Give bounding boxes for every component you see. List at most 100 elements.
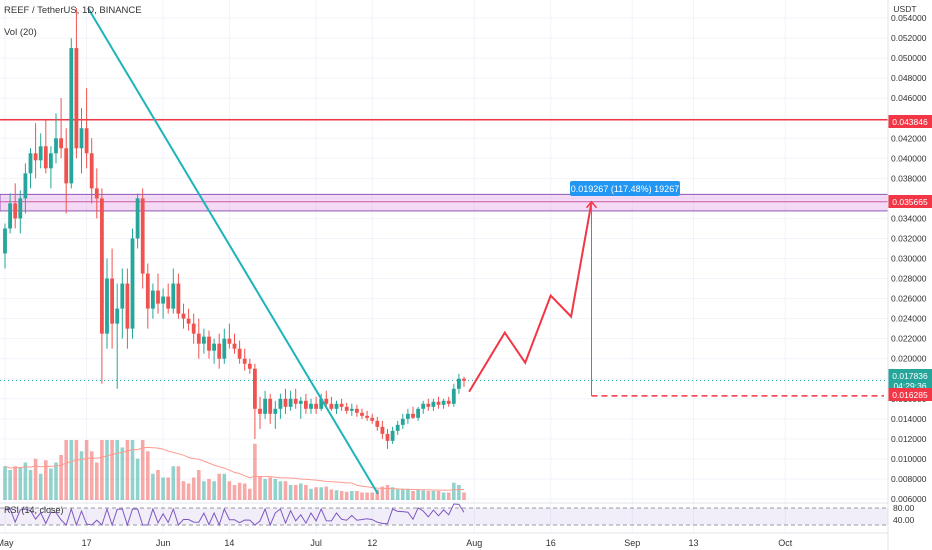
candle-body xyxy=(324,398,329,404)
measure-arrowhead xyxy=(585,200,598,209)
candle-body xyxy=(355,408,359,413)
candle-body xyxy=(431,401,436,407)
candle-body xyxy=(334,403,339,409)
time-tick-label: Oct xyxy=(778,538,793,548)
candle-body xyxy=(283,398,288,407)
volume-bar xyxy=(217,473,221,500)
candle-body xyxy=(462,378,466,381)
volume-bar xyxy=(253,443,257,500)
svg-text:0.016285: 0.016285 xyxy=(892,390,928,400)
candle-body xyxy=(406,413,410,419)
volume-bar xyxy=(59,455,63,500)
price-tick-label: 0.010000 xyxy=(891,454,927,464)
volume-bar xyxy=(64,440,68,500)
svg-text:0.017836: 0.017836 xyxy=(892,371,928,381)
volume-bar xyxy=(314,487,318,500)
projected-price-path[interactable] xyxy=(468,202,593,393)
candle-body xyxy=(94,188,99,199)
candle-body xyxy=(59,138,63,149)
volume-bar xyxy=(161,477,165,500)
time-axis: May 17 Jun 14 Jul 12 Aug 16 Sep 13 Oct xyxy=(0,538,793,548)
candle-body xyxy=(390,430,395,441)
volume-bar xyxy=(135,458,140,500)
volume-bar xyxy=(421,490,425,500)
candle-body xyxy=(253,368,257,409)
price-tick-label: 0.034000 xyxy=(891,213,927,223)
price-tick-label: 0.028000 xyxy=(891,274,927,284)
time-tick-label: Jun xyxy=(156,538,171,548)
candle-body xyxy=(166,296,171,309)
resistance-zone[interactable] xyxy=(0,193,889,212)
measure-label[interactable]: 0.019267 (117.48%) 19267 xyxy=(570,181,680,196)
candle-body xyxy=(395,424,400,431)
candle-body xyxy=(309,403,313,409)
volume-bar xyxy=(401,488,405,500)
volume-bar xyxy=(212,481,216,500)
price-tick-label: 0.008000 xyxy=(891,474,927,484)
candle-body xyxy=(3,228,7,254)
candle-body xyxy=(380,426,385,434)
candle-body xyxy=(278,398,283,409)
measure-label-text: 0.019267 (117.48%) 19267 xyxy=(571,184,679,194)
candle-body xyxy=(105,278,109,334)
candle-body xyxy=(298,400,303,404)
candle-body xyxy=(186,318,191,324)
price-tick-label: 0.026000 xyxy=(891,294,927,304)
candle-body xyxy=(140,198,145,274)
volume-bar xyxy=(105,440,109,500)
candle-body xyxy=(49,153,53,169)
last-price-badge: 0.017836 04:29:36 xyxy=(888,369,932,391)
candle-body xyxy=(202,336,206,344)
volume-bar xyxy=(304,485,308,500)
candle-body xyxy=(207,336,211,351)
candle-body xyxy=(344,406,349,411)
candle-body xyxy=(457,378,461,389)
rsi-line xyxy=(5,503,465,527)
volume-bar xyxy=(33,458,38,500)
volume-bar xyxy=(191,477,196,500)
volume-bar xyxy=(3,466,7,500)
candle-body xyxy=(385,433,390,441)
candle-body xyxy=(130,238,135,329)
volume-bars xyxy=(3,440,466,500)
volume-bar xyxy=(232,485,237,500)
svg-text:0.043846: 0.043846 xyxy=(892,117,928,127)
price-tick-label: 0.024000 xyxy=(891,314,927,324)
volume-bar xyxy=(151,473,155,500)
candle-body xyxy=(100,198,104,334)
candle-body xyxy=(446,400,451,404)
price-tick-label: 0.046000 xyxy=(891,93,927,103)
volume-bar xyxy=(69,440,74,500)
volume-bar xyxy=(49,468,53,500)
candle-body xyxy=(339,403,344,407)
volume-bar xyxy=(115,440,119,500)
candle-body xyxy=(171,283,176,309)
candle-body xyxy=(237,348,242,359)
volume-bar xyxy=(375,489,380,500)
candle-body xyxy=(375,420,380,427)
candle-body xyxy=(319,398,324,409)
candle-body xyxy=(370,417,375,421)
rsi-band xyxy=(0,508,888,525)
symbol-title: REEF / TetherUS, 1D, BINANCE xyxy=(4,5,142,16)
rsi-tick-40: 40.00 xyxy=(893,515,915,525)
volume-bar xyxy=(8,470,12,500)
candle-body xyxy=(365,415,369,418)
volume-bar xyxy=(457,485,461,500)
candle-body xyxy=(69,48,74,184)
volume-bar xyxy=(100,440,104,500)
volume-bar xyxy=(227,481,232,500)
candle-body xyxy=(13,203,18,219)
time-tick-label: 16 xyxy=(546,538,556,548)
candle-body xyxy=(84,128,89,154)
volume-bar xyxy=(18,467,23,500)
volume-bar xyxy=(288,485,293,500)
volume-bar xyxy=(309,488,313,500)
rsi-label: RSI (14, close) xyxy=(4,505,64,515)
descending-trendline[interactable] xyxy=(87,7,379,495)
candle-body xyxy=(263,398,267,414)
volume-bar xyxy=(406,488,410,500)
candle-body xyxy=(28,153,33,174)
candle-body xyxy=(38,146,43,161)
